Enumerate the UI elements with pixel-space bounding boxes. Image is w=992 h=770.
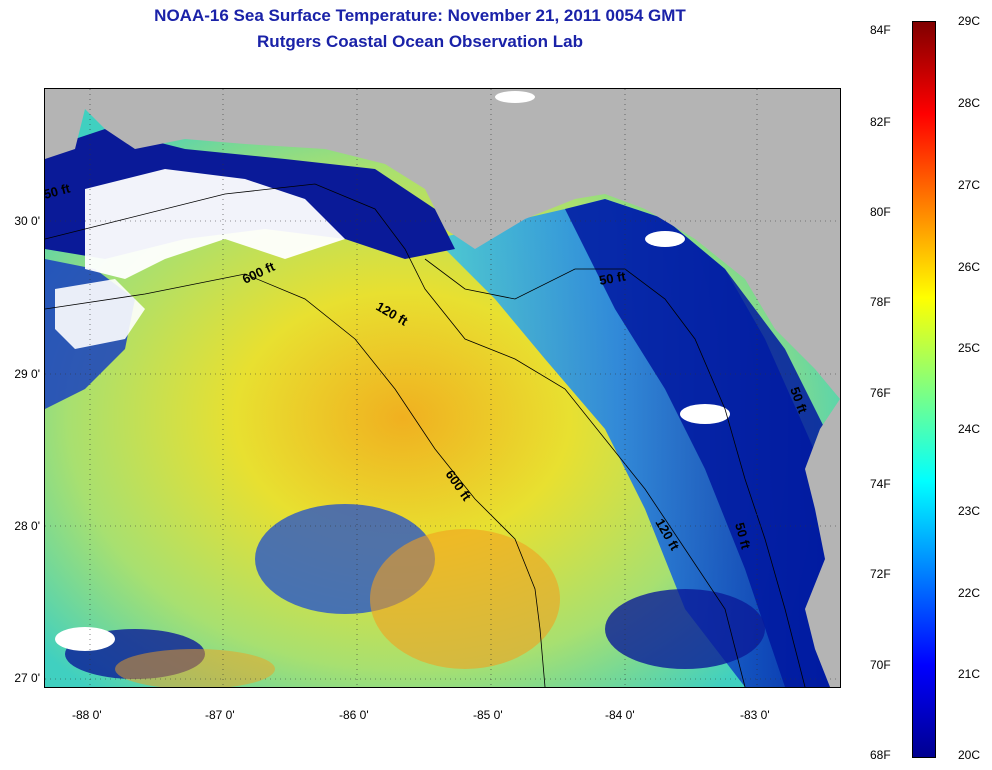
land-north-coast (45, 89, 840, 399)
colorbar-label-28c: 28C (958, 96, 981, 110)
colorbar-label-25c: 25C (958, 341, 981, 355)
colorbar-label-68f: 68F (870, 748, 891, 762)
nearshore-cold-water (565, 199, 840, 687)
sst-map: 50 ft 600 ft 120 ft 50 ft 600 ft 120 ft … (44, 88, 841, 688)
colorbar-label-20c: 20C (958, 748, 981, 762)
contour-120ft (45, 183, 746, 687)
map-title: NOAA-16 Sea Surface Temperature: Novembe… (154, 6, 686, 25)
cloud-patch-west (55, 279, 145, 349)
cloud-patch-east (680, 404, 730, 424)
colorbar-label-21c: 21C (958, 667, 981, 681)
colorbar-label-26c: 26C (958, 260, 981, 274)
map-subtitle: Rutgers Coastal Ocean Observation Lab (257, 32, 583, 51)
colorbar-label-84f: 84F (870, 23, 891, 37)
colorbar-label-22c: 22C (958, 586, 981, 600)
cloud-patch-northeast (645, 231, 685, 247)
colorbar-label-78f: 78F (870, 295, 891, 309)
colorbar-label-76f: 76F (870, 386, 891, 400)
colorbar-label-27c: 27C (958, 178, 981, 192)
colorbar-label-24c: 24C (958, 422, 981, 436)
cloud-patch-southwest (55, 627, 115, 651)
colorbar-label-72f: 72F (870, 567, 891, 581)
contour-label-50ft-northeast: 50 ft (598, 268, 628, 288)
warm-core-region (370, 529, 560, 669)
colorbar-label-29c: 29C (958, 14, 981, 28)
land-florida-peninsula (805, 399, 840, 687)
land-island-north (495, 91, 535, 103)
temperature-colorbar (912, 21, 936, 758)
contour-600ft (45, 273, 546, 687)
colorbar-label-82f: 82F (870, 115, 891, 129)
contour-50ft (424, 258, 806, 687)
lat-label-29: 29 0' (14, 367, 40, 381)
lon-label-84: -84 0' (605, 708, 635, 722)
contour-label-50ft-west: 50 ft (45, 180, 72, 202)
lat-label-30: 30 0' (14, 214, 40, 228)
colorbar-label-70f: 70F (870, 658, 891, 672)
lat-label-27: 27 0' (14, 671, 40, 685)
lon-label-85: -85 0' (473, 708, 503, 722)
lon-label-88: -88 0' (72, 708, 102, 722)
colorbar-label-80f: 80F (870, 205, 891, 219)
cloud-patch-northwest (85, 169, 345, 279)
lon-label-86: -86 0' (339, 708, 369, 722)
southeast-cold-patch (605, 589, 765, 669)
lat-label-28: 28 0' (14, 519, 40, 533)
warm-southwest-region (115, 649, 275, 687)
lon-label-83: -83 0' (740, 708, 770, 722)
colorbar-label-74f: 74F (870, 477, 891, 491)
lon-label-87: -87 0' (205, 708, 235, 722)
colorbar-label-23c: 23C (958, 504, 981, 518)
contour-label-50ft-southeast: 50 ft (732, 521, 754, 551)
